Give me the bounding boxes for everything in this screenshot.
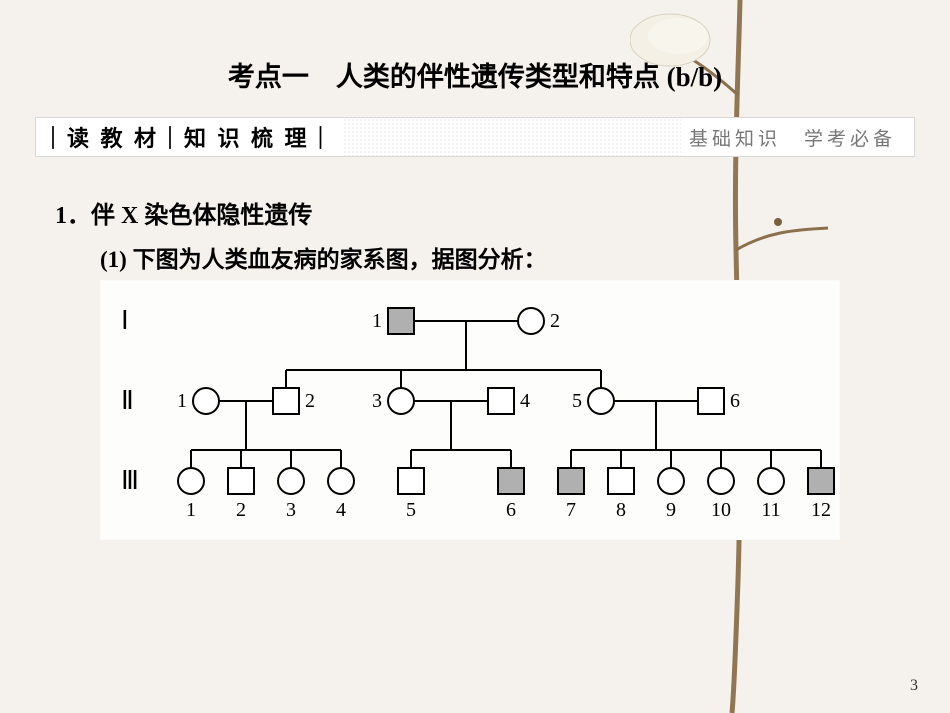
svg-text:6: 6 <box>730 390 740 412</box>
svg-text:3: 3 <box>286 499 296 521</box>
banner-right-text: 基础知识 学考必备 <box>689 124 914 151</box>
pedigree-node: 1 <box>178 468 204 521</box>
svg-text:2: 2 <box>236 499 246 521</box>
pedigree-node: 1 <box>177 388 219 414</box>
pedigree-node: 1 <box>372 308 414 334</box>
pedigree-node: 8 <box>608 468 634 521</box>
page-title: 考点一 人类的伴性遗传类型和特点 (b/b) <box>0 55 950 94</box>
svg-text:Ⅲ: Ⅲ <box>121 466 139 495</box>
svg-text:2: 2 <box>305 390 315 412</box>
section-banner: ｜读 教 材｜知 识 梳 理｜ 基础知识 学考必备 <box>35 117 915 157</box>
svg-text:10: 10 <box>711 499 731 521</box>
svg-text:12: 12 <box>811 499 831 521</box>
svg-text:5: 5 <box>406 499 416 521</box>
banner-left-text: ｜读 教 材｜知 识 梳 理｜ <box>36 121 335 153</box>
pedigree-node: 2 <box>228 468 254 521</box>
svg-text:5: 5 <box>572 390 582 412</box>
svg-text:3: 3 <box>372 390 382 412</box>
svg-text:4: 4 <box>520 390 530 412</box>
pedigree-node: 7 <box>558 468 584 521</box>
svg-text:11: 11 <box>761 499 780 521</box>
pedigree-node: 2 <box>518 308 560 334</box>
page-title-text: 考点一 人类的伴性遗传类型和特点 (b/b) <box>228 62 722 92</box>
page-number: 3 <box>910 677 918 695</box>
heading-1-text: 1．伴 X 染色体隐性遗传 <box>55 203 312 229</box>
pedigree-node: 12 <box>808 468 834 521</box>
pedigree-node: 3 <box>372 388 414 414</box>
pedigree-chart: ⅠⅡⅢ12123456123456789101112 <box>100 280 840 540</box>
heading-2: (1) 下图为人类血友病的家系图，据图分析： <box>100 240 547 274</box>
svg-text:1: 1 <box>186 499 196 521</box>
pedigree-node: 10 <box>708 468 734 521</box>
svg-text:7: 7 <box>566 499 576 521</box>
pedigree-node: 11 <box>758 468 784 521</box>
pedigree-node: 4 <box>488 388 530 414</box>
pedigree-node: 9 <box>658 468 684 521</box>
pedigree-node: 5 <box>398 468 424 521</box>
svg-text:1: 1 <box>372 310 382 332</box>
pedigree-node: 5 <box>572 388 614 414</box>
pedigree-node: 3 <box>278 468 304 521</box>
banner-dots <box>343 118 681 156</box>
pedigree-node: 6 <box>698 388 740 414</box>
svg-text:1: 1 <box>177 390 187 412</box>
svg-text:9: 9 <box>666 499 676 521</box>
pedigree-node: 6 <box>498 468 524 521</box>
svg-text:6: 6 <box>506 499 516 521</box>
svg-text:8: 8 <box>616 499 626 521</box>
svg-text:Ⅱ: Ⅱ <box>121 386 134 415</box>
svg-text:Ⅰ: Ⅰ <box>121 306 129 335</box>
heading-1: 1．伴 X 染色体隐性遗传 <box>55 195 312 230</box>
heading-2-text: (1) 下图为人类血友病的家系图，据图分析： <box>100 247 547 272</box>
pedigree-node: 4 <box>328 468 354 521</box>
svg-text:4: 4 <box>336 499 346 521</box>
pedigree-svg: ⅠⅡⅢ12123456123456789101112 <box>101 281 841 541</box>
svg-text:2: 2 <box>550 310 560 332</box>
pedigree-node: 2 <box>273 388 315 414</box>
